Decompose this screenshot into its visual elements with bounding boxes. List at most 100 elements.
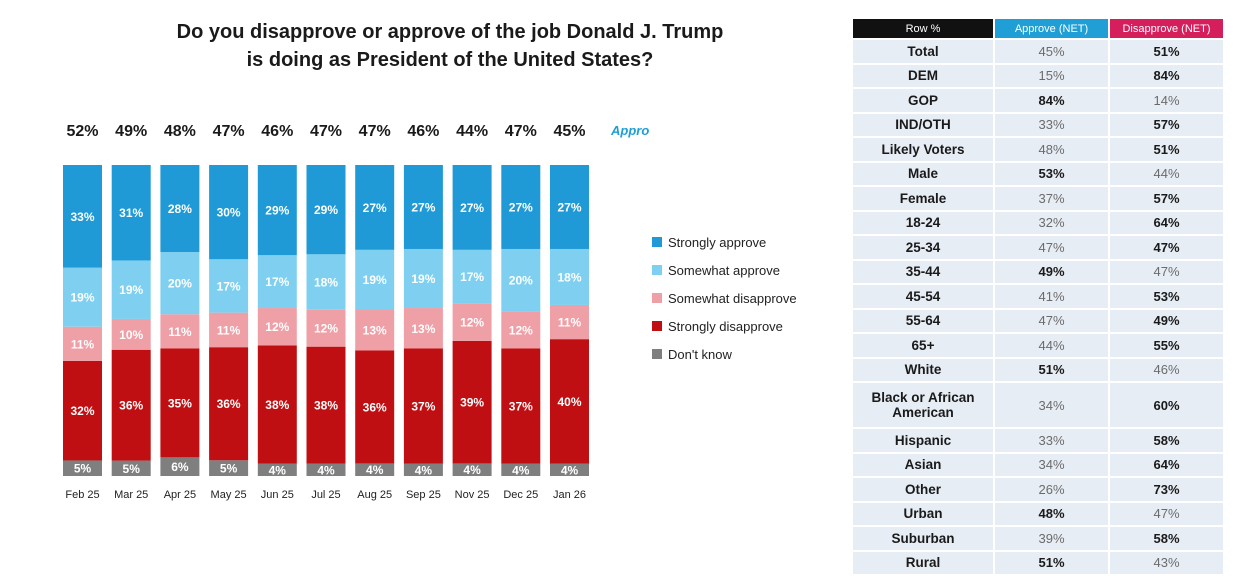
table-row: Urban 48% 47% — [853, 500, 1223, 526]
bar-segment-somewhat-disapprove-jul-25 — [306, 309, 346, 347]
bar-segment-somewhat-approve-sep-25 — [403, 248, 443, 309]
cell-approve: 26% — [994, 476, 1110, 502]
data-label-strongly-approve-sep-25: 27% — [411, 200, 435, 214]
cell-disapprove: 53% — [1109, 283, 1223, 309]
row-label: Other — [853, 476, 995, 502]
bar-segment-strongly-approve-mar-25 — [111, 165, 151, 261]
cell-disapprove: 84% — [1109, 62, 1223, 88]
cell-disapprove: 60% — [1109, 381, 1223, 428]
cell-approve: 33% — [994, 427, 1110, 453]
table-row: Likely Voters 48% 51% — [853, 136, 1223, 162]
cell-approve: 15% — [994, 62, 1110, 88]
row-label: Urban — [853, 500, 995, 526]
cell-disapprove: 64% — [1109, 209, 1223, 235]
row-label: GOP — [853, 87, 995, 113]
cell-approve: 48% — [994, 500, 1110, 526]
data-label-dont-know-apr-25: 6% — [171, 460, 189, 474]
data-label-strongly-approve-nov-25: 27% — [460, 201, 484, 215]
cell-approve: 32% — [994, 209, 1110, 235]
data-label-somewhat-approve-jan-26: 18% — [557, 270, 581, 284]
data-label-somewhat-approve-apr-25: 20% — [168, 277, 192, 291]
cell-approve: 47% — [994, 234, 1110, 260]
cell-approve: 37% — [994, 185, 1110, 211]
bar-segment-somewhat-disapprove-dec-25 — [501, 311, 541, 349]
bar-segment-somewhat-approve-jan-26 — [550, 248, 589, 305]
row-label: Asian — [853, 451, 995, 477]
table-row: Female 37% 57% — [853, 185, 1223, 211]
legend-label: Don't know — [668, 346, 732, 362]
bar-segment-strongly-disapprove-jun-25 — [257, 345, 297, 464]
cell-disapprove: 49% — [1109, 307, 1223, 333]
bar-segment-somewhat-disapprove-may-25 — [209, 312, 249, 348]
table-row: Male 53% 44% — [853, 160, 1223, 186]
table-row: GOP 84% 14% — [853, 87, 1223, 113]
data-label-somewhat-disapprove-mar-25: 10% — [119, 328, 143, 342]
bar-segment-dont-know-aug-25 — [355, 463, 395, 476]
approve-total-jul-25: 47% — [310, 123, 342, 140]
bar-segment-strongly-approve-jun-25 — [257, 165, 297, 256]
data-label-strongly-disapprove-may-25: 36% — [217, 397, 241, 411]
legend-swatch-somewhat-approve — [652, 265, 662, 275]
bar-segment-somewhat-approve-jun-25 — [257, 255, 297, 309]
bar-segment-strongly-disapprove-feb-25 — [63, 360, 102, 461]
bar-segment-strongly-approve-dec-25 — [501, 165, 541, 249]
data-label-somewhat-disapprove-jun-25: 12% — [265, 320, 289, 334]
row-label: White — [853, 356, 995, 382]
cell-disapprove: 73% — [1109, 476, 1223, 502]
bar-segment-dont-know-may-25 — [209, 460, 249, 476]
data-label-dont-know-aug-25: 4% — [366, 463, 384, 477]
bar-segment-strongly-disapprove-sep-25 — [403, 348, 443, 464]
approve-total-nov-25: 44% — [456, 123, 488, 140]
bar-segment-somewhat-disapprove-sep-25 — [403, 308, 443, 349]
data-label-dont-know-sep-25: 4% — [415, 463, 433, 477]
row-label: Rural — [853, 549, 995, 574]
cell-approve: 41% — [994, 283, 1110, 309]
table-row: IND/OTH 33% 57% — [853, 111, 1223, 137]
data-label-strongly-approve-jul-25: 29% — [314, 203, 338, 217]
cell-disapprove: 14% — [1109, 87, 1223, 113]
bar-segment-somewhat-approve-jul-25 — [306, 254, 346, 310]
data-label-dont-know-jan-26: 4% — [561, 463, 579, 477]
row-label: 35-44 — [853, 258, 995, 284]
header-approve-net: Approve (NET) — [994, 19, 1110, 39]
data-label-dont-know-nov-25: 4% — [463, 463, 481, 477]
data-label-strongly-disapprove-jan-26: 40% — [557, 395, 581, 409]
data-label-strongly-approve-mar-25: 31% — [119, 206, 143, 220]
x-tick-label-aug-25: Aug 25 — [357, 489, 392, 501]
bar-segment-dont-know-sep-25 — [403, 463, 443, 476]
bar-segment-dont-know-jul-25 — [306, 463, 346, 476]
approve-total-jun-25: 46% — [261, 123, 293, 140]
bar-segment-somewhat-disapprove-nov-25 — [452, 303, 492, 341]
legend-item-strongly-approve: Strongly approve — [652, 228, 797, 256]
row-label: 18-24 — [853, 209, 995, 235]
data-label-dont-know-feb-25: 5% — [74, 462, 92, 476]
data-label-somewhat-approve-sep-25: 19% — [411, 272, 435, 286]
row-label: 25-34 — [853, 234, 995, 260]
crosstab-table: Row % Approve (NET) Disapprove (NET) Tot… — [853, 19, 1223, 574]
cell-approve: 84% — [994, 87, 1110, 113]
bar-segment-strongly-approve-apr-25 — [160, 165, 200, 253]
chart-title: Do you disapprove or approve of the job … — [80, 18, 820, 74]
cell-disapprove: 51% — [1109, 38, 1223, 64]
cell-disapprove: 55% — [1109, 332, 1223, 358]
cell-disapprove: 47% — [1109, 500, 1223, 526]
bar-segment-strongly-approve-nov-25 — [452, 165, 492, 250]
cell-disapprove: 46% — [1109, 356, 1223, 382]
data-label-somewhat-approve-may-25: 17% — [217, 279, 241, 293]
bar-segment-strongly-approve-aug-25 — [355, 165, 395, 250]
cell-approve: 53% — [994, 160, 1110, 186]
cell-approve: 48% — [994, 136, 1110, 162]
cell-disapprove: 58% — [1109, 525, 1223, 551]
table-row: White 51% 46% — [853, 356, 1223, 382]
data-label-somewhat-approve-nov-25: 17% — [460, 270, 484, 284]
cell-disapprove: 58% — [1109, 427, 1223, 453]
bar-segment-strongly-approve-jul-25 — [306, 165, 346, 255]
cell-disapprove: 47% — [1109, 234, 1223, 260]
data-label-strongly-approve-apr-25: 28% — [168, 202, 192, 216]
cell-approve: 34% — [994, 381, 1110, 428]
data-label-strongly-disapprove-feb-25: 32% — [70, 404, 94, 418]
table-row: 65+ 44% 55% — [853, 332, 1223, 358]
header-disapprove-net: Disapprove (NET) — [1109, 19, 1223, 39]
table-row: Asian 34% 64% — [853, 451, 1223, 477]
approve-caption: Approve — [610, 123, 650, 138]
